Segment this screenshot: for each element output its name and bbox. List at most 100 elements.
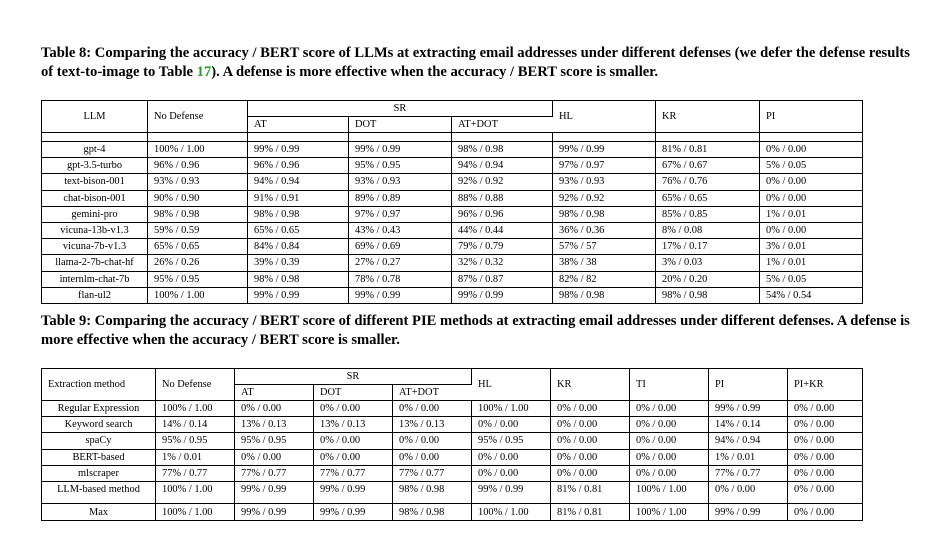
t8-model-name: gemini-pro: [41, 206, 148, 223]
t8-cell: 39% / 0.39: [247, 254, 349, 272]
t8-cell: 99% / 0.99: [348, 287, 452, 304]
t8-cell: 32% / 0.32: [451, 254, 554, 272]
t8-cell: 3% / 0.03: [655, 254, 761, 272]
t9-cell: 77% / 0.77: [708, 465, 789, 482]
table-row: flan-ul2 100% / 1.00 99% / 0.99 99% / 0.99 9…: [41, 287, 863, 304]
t8-header-no-defense: No Defense: [147, 100, 248, 133]
t8-cell: 5% / 0.05: [759, 157, 863, 175]
t8-header-at: AT: [247, 116, 349, 133]
t8-cell: 98% / 0.98: [552, 206, 657, 223]
t8-cell: 38% / 38: [552, 254, 657, 272]
t8-header-llm: LLM: [41, 100, 148, 133]
t8-model-name: gpt-4: [41, 141, 148, 159]
t9-method-name: BERT-based: [41, 449, 156, 466]
t8-cell: 96% / 0.96: [451, 206, 554, 223]
t9-cell: 0% / 0.00: [787, 416, 863, 434]
t8-cell: 93% / 0.93: [147, 173, 248, 191]
t8-cell: 89% / 0.89: [348, 190, 452, 207]
t8-cell: 59% / 0.59: [147, 222, 248, 240]
t9-cell: 100% / 1.00: [471, 400, 552, 418]
t9-cell: 14% / 0.14: [155, 416, 235, 434]
t9-cell: 0% / 0.00: [629, 449, 710, 466]
t8-cell: 98% / 0.98: [247, 206, 349, 223]
t8-cell: 78% / 0.78: [348, 271, 452, 288]
t8-header-pi: PI: [759, 100, 863, 133]
t8-cell: 90% / 0.90: [147, 190, 248, 207]
t9-max-cell: 81% / 0.81: [550, 503, 631, 521]
t8-cell: 100% / 1.00: [147, 141, 248, 159]
t9-max-cell: 0% / 0.00: [787, 503, 863, 521]
t8-cell: 94% / 0.94: [451, 157, 554, 175]
t8-cell: 0% / 0.00: [759, 141, 863, 159]
t9-cell: 1% / 0.01: [155, 449, 235, 466]
table-row: chat-bison-001 90% / 0.90 91% / 0.91 89% / …: [41, 190, 863, 207]
t9-cell: 0% / 0.00: [471, 465, 552, 482]
table8-caption-tail: ). A defense is more effective when the …: [211, 64, 659, 80]
t8-cell: 98% / 0.98: [247, 271, 349, 288]
t8-cell: 92% / 0.92: [552, 190, 657, 207]
t9-header-at: AT: [234, 384, 314, 401]
t8-cell: 91% / 0.91: [247, 190, 349, 207]
table-row: vicuna-7b-v1.3 65% / 0.65 84% / 0.84 69% / …: [41, 238, 863, 256]
t9-cell: 81% / 0.81: [550, 481, 631, 498]
t9-cell: 77% / 0.77: [234, 465, 314, 482]
table-row: internlm-chat-7b 95% / 0.95 98% / 0.98 78% …: [41, 271, 863, 288]
t8-model-name: internlm-chat-7b: [41, 271, 148, 288]
t9-cell: 94% / 0.94: [708, 432, 789, 450]
t9-max-cell: 99% / 0.99: [234, 503, 314, 521]
t9-cell: 99% / 0.99: [708, 400, 789, 418]
t8-header-at-dot: AT+DOT: [451, 116, 553, 133]
t9-max-label: Max: [41, 503, 156, 521]
t9-cell: 13% / 0.13: [392, 416, 473, 434]
t8-header-dot: DOT: [348, 116, 452, 133]
t8-cell: 65% / 0.65: [147, 238, 248, 256]
t8-cell: 44% / 0.44: [451, 222, 554, 240]
t8-cell: 85% / 0.85: [655, 206, 761, 223]
t9-cell: 0% / 0.00: [234, 400, 314, 418]
t8-cell: 79% / 0.79: [451, 238, 554, 256]
table-row: llama-2-7b-chat-hf 26% / 0.26 39% / 0.39 27…: [41, 254, 863, 272]
t8-model-name: chat-bison-001: [41, 190, 148, 207]
t9-cell: 0% / 0.00: [550, 400, 631, 418]
t9-cell: 0% / 0.00: [550, 449, 631, 466]
table-row: gemini-pro 98% / 0.98 98% / 0.98 97% / 0.97…: [41, 206, 863, 223]
t8-cell: 69% / 0.69: [348, 238, 452, 256]
t9-cell: 0% / 0.00: [794, 484, 835, 496]
t8-cell: 98% / 0.98: [451, 141, 554, 159]
t9-cell: 0% / 0.00: [629, 400, 710, 418]
t9-header-method: Extraction method: [41, 368, 156, 401]
table17-reference-link[interactable]: 17: [196, 64, 212, 80]
t8-cell: 92% / 0.92: [451, 173, 554, 191]
t9-cell: 100% / 1.00: [629, 481, 710, 498]
t8-header-sr: SR: [247, 100, 554, 117]
t8-cell: 57% / 57: [552, 238, 657, 256]
t8-cell: 99% / 0.99: [552, 141, 657, 159]
t8-cell: 67% / 0.67: [655, 157, 761, 175]
t9-cell: 99% / 0.99: [313, 481, 393, 498]
t8-model-name: gpt-3.5-turbo: [41, 157, 148, 175]
t8-model-name: vicuna-7b-v1.3: [41, 238, 148, 256]
table-row: Regular Expression 100% / 1.00 0% / 0.00 0%…: [41, 400, 863, 418]
t9-header-ti: TI: [629, 368, 710, 401]
t8-cell: 96% / 0.96: [247, 157, 349, 175]
t9-header-sr: SR: [234, 368, 473, 385]
t9-cell: 95% / 0.95: [471, 432, 552, 450]
t9-max-cell: 99% / 0.99: [313, 503, 393, 521]
t9-cell: 0% / 0.00: [392, 400, 473, 418]
t9-header-kr: KR: [550, 368, 631, 401]
t8-cell: 0% / 0.00: [759, 190, 863, 207]
t9-method-name: LLM-based method: [41, 481, 156, 498]
t8-cell: 65% / 0.65: [247, 222, 349, 240]
t8-cell: 98% / 0.98: [147, 206, 248, 223]
t9-cell: 1% / 0.01: [708, 449, 789, 466]
t9-cell: 0% / 0.00: [787, 432, 863, 450]
t9-max-cell: 100% / 1.00: [155, 503, 235, 521]
t8-cell: 76% / 0.76: [655, 173, 761, 191]
t9-cell: 77% / 0.77: [392, 465, 473, 482]
t9-cell: 99% / 0.99: [234, 481, 314, 498]
t8-cell: 81% / 0.81: [655, 141, 761, 159]
t9-cell: 100% / 1.00: [155, 400, 235, 418]
t8-cell: 36% / 0.36: [552, 222, 657, 240]
t8-model-name: text-bison-001: [41, 173, 148, 191]
t8-cell: 0% / 0.00: [759, 173, 863, 191]
